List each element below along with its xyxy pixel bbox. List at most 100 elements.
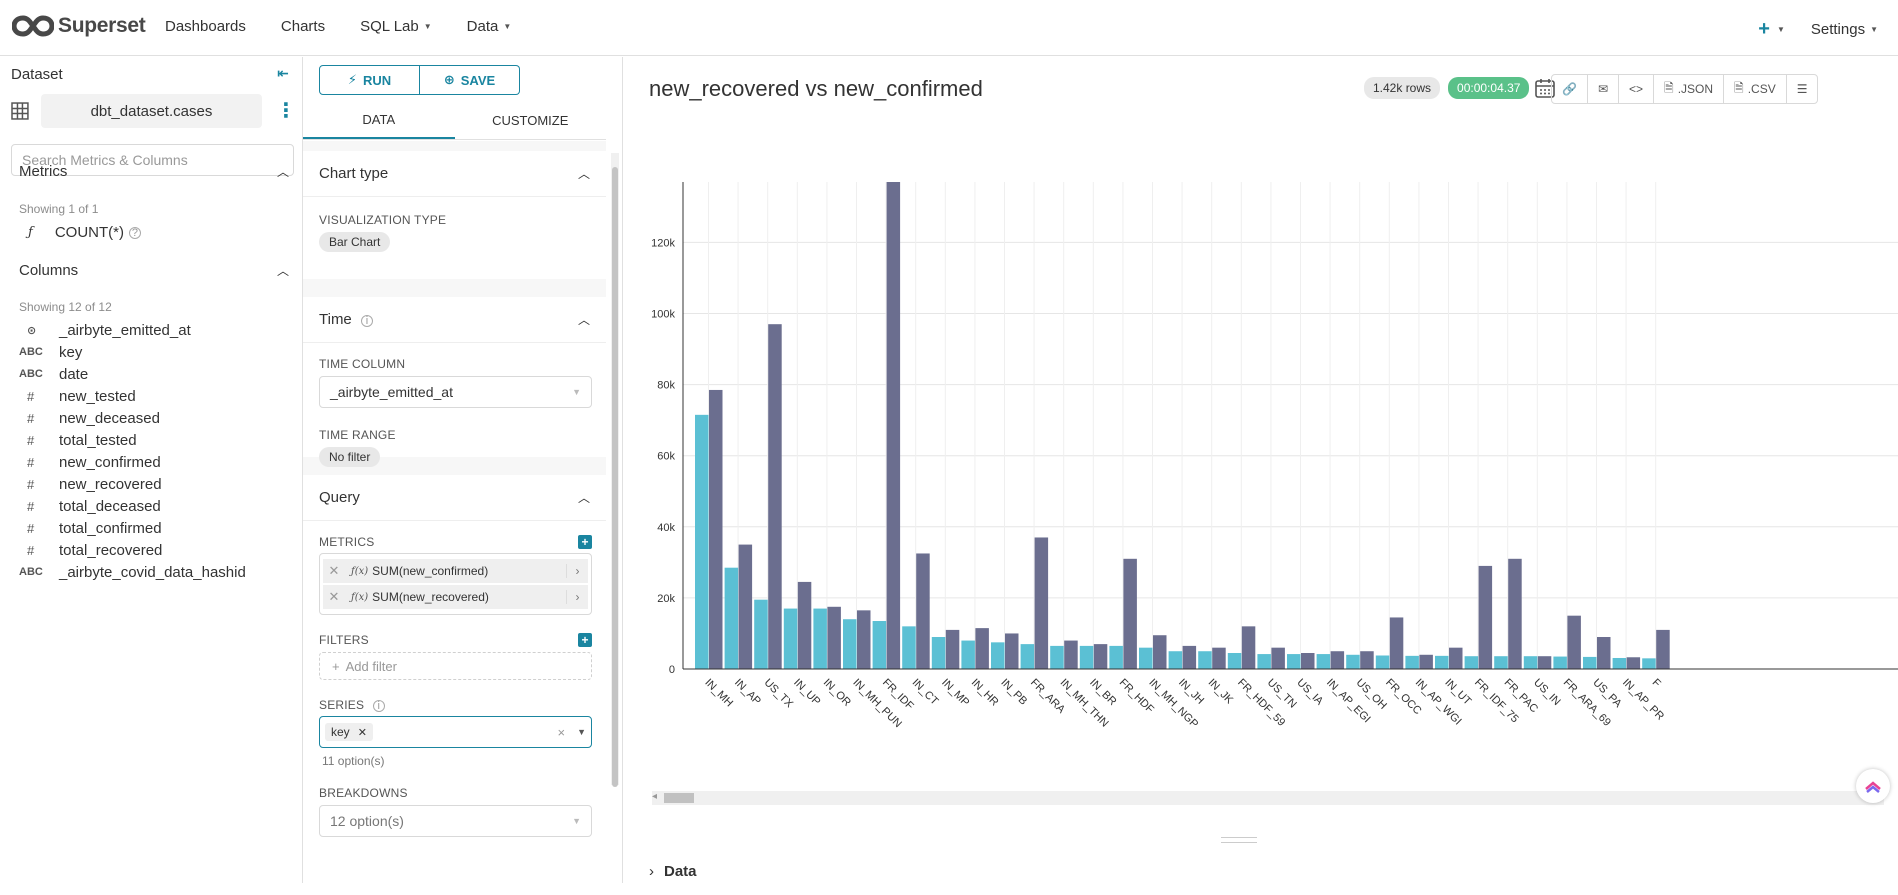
settings-menu[interactable]: Settings bbox=[1810, 21, 1866, 38]
chart-area: new_recovered vs new_confirmed 1.42k row… bbox=[624, 57, 1898, 883]
column-item[interactable]: # total_recovered bbox=[19, 539, 299, 561]
control-scrollbar-thumb[interactable] bbox=[612, 167, 618, 787]
bar-new-recovered bbox=[1656, 629, 1670, 669]
export-json-button[interactable]: 🗎 .JSON bbox=[1654, 75, 1725, 103]
bar-new-confirmed bbox=[813, 608, 827, 669]
query-section: Query ︿ METRICS + ✕ ƒ(x) SUM(new_confirm… bbox=[303, 475, 606, 895]
column-item[interactable]: ⊙ _airbyte_emitted_at bbox=[19, 319, 299, 341]
column-item[interactable]: ABC key bbox=[19, 341, 299, 363]
series-select[interactable]: key ✕ × ▼ bbox=[319, 716, 592, 748]
calendar-icon[interactable] bbox=[1534, 77, 1556, 104]
scroll-left-icon[interactable]: ◂ bbox=[652, 791, 658, 802]
chart-hscroll-thumb[interactable] bbox=[664, 793, 694, 803]
add-filter-icon[interactable]: + bbox=[578, 633, 592, 647]
column-item[interactable]: # new_confirmed bbox=[19, 451, 299, 473]
bar-new-confirmed bbox=[1494, 656, 1508, 669]
chevron-right-icon[interactable]: › bbox=[566, 564, 588, 578]
nav-sql-lab[interactable]: SQL Lab ▼ bbox=[360, 18, 432, 35]
metric-pill[interactable]: ✕ ƒ(x) SUM(new_recovered) › bbox=[323, 585, 588, 609]
column-label: new_tested bbox=[59, 387, 136, 405]
bar-new-confirmed bbox=[1316, 654, 1331, 669]
column-item[interactable]: # total_deceased bbox=[19, 495, 299, 517]
time-range-pill[interactable]: No filter bbox=[319, 447, 381, 467]
kebab-menu-icon[interactable]: ⋮ bbox=[276, 100, 296, 122]
chart-title[interactable]: new_recovered vs new_confirmed bbox=[649, 76, 983, 101]
chart-type-section: Chart type ︿ VISUALIZATION TYPE Bar Char… bbox=[303, 151, 606, 279]
chart-hscroll-track[interactable] bbox=[652, 791, 1884, 805]
question-icon: ? bbox=[128, 226, 141, 239]
run-button[interactable]: ⚡ RUN bbox=[319, 65, 420, 95]
bar-new-confirmed bbox=[1553, 656, 1567, 669]
chevron-right-icon[interactable]: › bbox=[566, 590, 588, 604]
time-header[interactable]: Time i ︿ bbox=[303, 297, 606, 343]
data-section-toggle[interactable]: › Data bbox=[649, 863, 697, 880]
bolt-icon: ⚡ bbox=[347, 72, 357, 87]
x-tick-label: IN_UP bbox=[791, 677, 822, 708]
bar-new-recovered bbox=[797, 581, 812, 669]
string-type-icon: ABC bbox=[19, 368, 43, 380]
column-item[interactable]: # new_tested bbox=[19, 385, 299, 407]
column-item[interactable]: ABC _airbyte_covid_data_hashid bbox=[19, 561, 299, 583]
bar-new-confirmed bbox=[724, 567, 739, 669]
export-csv-button[interactable]: 🗎 .CSV bbox=[1724, 75, 1787, 103]
resize-grip[interactable] bbox=[1221, 837, 1257, 843]
query-header[interactable]: Query ︿ bbox=[303, 475, 606, 521]
tab-customize[interactable]: CUSTOMIZE bbox=[492, 113, 569, 128]
numeric-type-icon: # bbox=[27, 454, 35, 470]
breakdowns-select[interactable]: 12 option(s) ▼ bbox=[319, 805, 592, 837]
search-metrics-columns-input[interactable]: Search Metrics & Columns bbox=[11, 144, 294, 176]
embed-code-icon[interactable]: <> bbox=[1619, 75, 1655, 103]
plus-icon[interactable]: + bbox=[1758, 18, 1770, 40]
column-item[interactable]: # total_tested bbox=[19, 429, 299, 451]
time-column-select[interactable]: _airbyte_emitted_at ▼ bbox=[319, 376, 592, 408]
clear-icon[interactable]: × bbox=[557, 724, 566, 740]
bar-new-recovered bbox=[709, 389, 723, 669]
nav-dashboards[interactable]: Dashboards bbox=[165, 18, 246, 35]
bar-new-confirmed bbox=[843, 619, 857, 669]
columns-section-header[interactable]: Columns ︿ bbox=[19, 262, 289, 279]
main-nav: Dashboards Charts SQL Lab ▼ Data ▼ bbox=[165, 18, 546, 35]
columns-heading: Columns bbox=[19, 262, 79, 279]
caret-down-icon[interactable]: ▼ bbox=[1870, 25, 1878, 34]
metrics-section-header[interactable]: Metrics ︿ bbox=[19, 163, 289, 180]
chart-type-header[interactable]: Chart type ︿ bbox=[303, 151, 606, 197]
nav-charts[interactable]: Charts bbox=[281, 18, 325, 35]
caret-down-icon: ▼ bbox=[572, 387, 581, 397]
column-item[interactable]: # total_confirmed bbox=[19, 517, 299, 539]
save-button[interactable]: ⊕ SAVE bbox=[420, 65, 520, 95]
remove-icon[interactable]: ✕ bbox=[328, 563, 340, 578]
clickup-widget-icon[interactable] bbox=[1856, 769, 1890, 803]
tab-data[interactable]: DATA bbox=[303, 102, 455, 139]
chart-badges: 1.42k rows 00:00:04.37 bbox=[1364, 77, 1530, 99]
column-item[interactable]: # new_recovered bbox=[19, 473, 299, 495]
remove-icon[interactable]: ✕ bbox=[328, 589, 340, 604]
x-tick-label: US_IA bbox=[1294, 677, 1325, 708]
remove-icon[interactable]: ✕ bbox=[357, 726, 367, 739]
superset-logo[interactable]: Superset bbox=[12, 14, 146, 38]
nav-data[interactable]: Data ▼ bbox=[467, 18, 512, 35]
caret-down-icon[interactable]: ▼ bbox=[1776, 25, 1785, 34]
mail-icon[interactable]: ✉ bbox=[1588, 75, 1620, 103]
column-item[interactable]: # new_deceased bbox=[19, 407, 299, 429]
caret-down-icon[interactable]: ▼ bbox=[577, 727, 586, 737]
bar-new-recovered bbox=[1123, 558, 1137, 669]
bar-new-confirmed bbox=[1109, 645, 1123, 669]
bar-new-recovered bbox=[827, 606, 841, 669]
metric-pill[interactable]: ✕ ƒ(x) SUM(new_confirmed) › bbox=[323, 559, 588, 583]
viz-type-pill[interactable]: Bar Chart bbox=[319, 232, 391, 252]
dataset-name[interactable]: dbt_dataset.cases bbox=[40, 94, 262, 128]
add-metric-icon[interactable]: + bbox=[578, 535, 592, 549]
clock-icon: ⊙ bbox=[27, 324, 37, 337]
collapse-panel-icon[interactable]: ⇤ bbox=[277, 65, 289, 81]
link-icon[interactable]: 🔗 bbox=[1552, 75, 1588, 103]
bar-new-recovered bbox=[1301, 653, 1315, 669]
column-label: new_deceased bbox=[59, 409, 160, 427]
menu-icon[interactable]: ☰ bbox=[1796, 82, 1808, 96]
bar-new-confirmed bbox=[1198, 651, 1212, 669]
metric-item[interactable]: ƒ COUNT(*) ? bbox=[28, 224, 141, 241]
column-item[interactable]: ABC date bbox=[19, 363, 299, 385]
bar-new-confirmed bbox=[1583, 656, 1597, 669]
add-filter-button[interactable]: + Add filter bbox=[319, 652, 592, 680]
filters-label: FILTERS bbox=[319, 633, 369, 647]
numeric-type-icon: # bbox=[27, 388, 35, 404]
